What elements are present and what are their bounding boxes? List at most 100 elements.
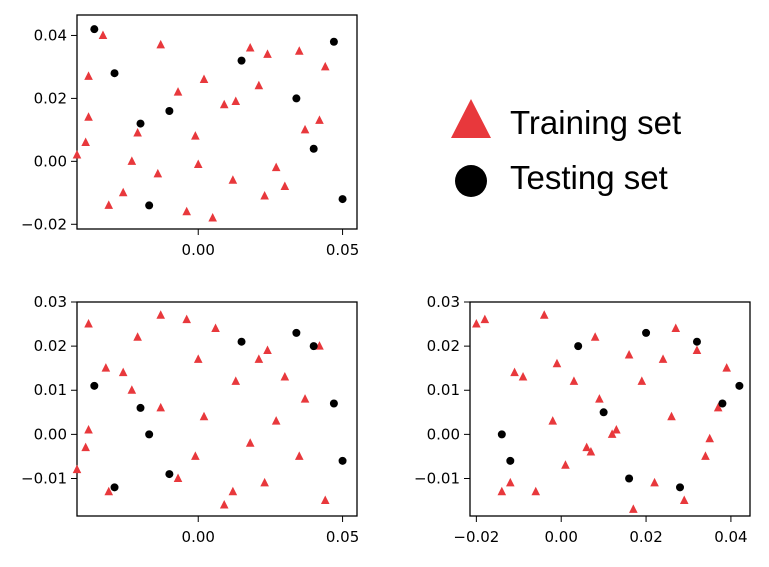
training-point (629, 504, 638, 513)
y-tick-label: 0.03 (427, 293, 460, 311)
training-point (713, 402, 723, 412)
training-point (193, 159, 203, 168)
training-point (320, 61, 330, 71)
training-point (637, 376, 647, 385)
training-point (199, 74, 209, 84)
y-tick-label: 0.02 (427, 337, 460, 355)
testing-point (165, 106, 174, 115)
training-point (667, 411, 676, 421)
training-point (595, 394, 604, 403)
training-point (315, 115, 324, 124)
training-point (182, 314, 191, 324)
training-point (211, 323, 220, 332)
training-point (612, 424, 621, 434)
training-point (472, 319, 481, 328)
testing-point (329, 37, 338, 46)
training-point (548, 416, 558, 425)
y-tick-label: −0.02 (21, 215, 67, 233)
training-point (84, 71, 93, 80)
training-point (231, 96, 241, 106)
y-tick-label: 0.00 (427, 425, 460, 443)
legend: Training set Testing set (451, 99, 681, 197)
training-point (320, 495, 330, 505)
testing-point (625, 474, 634, 483)
training-point (72, 150, 82, 159)
legend-triangle-marker (451, 99, 491, 138)
training-point (539, 310, 549, 319)
training-point (72, 464, 82, 474)
training-point (81, 442, 90, 452)
y-tick-label: 0.02 (34, 337, 67, 355)
testing-point (136, 119, 145, 128)
training-point (705, 433, 714, 443)
training-point (104, 486, 114, 496)
testing-point (735, 381, 744, 390)
training-point (156, 402, 166, 412)
y-tick-label: 0.04 (34, 26, 67, 44)
training-point (650, 477, 659, 487)
training-point (590, 332, 600, 341)
legend-circle-marker (455, 165, 487, 197)
training-point (156, 310, 166, 319)
testing-point (145, 201, 154, 210)
training-point (260, 477, 269, 487)
x-tick-label: 0.04 (714, 528, 747, 546)
x-tick-label: 0.00 (182, 241, 215, 259)
training-point (173, 87, 183, 96)
training-point (582, 442, 591, 452)
testing-point (145, 430, 154, 439)
training-point (84, 424, 93, 434)
training-point (300, 394, 310, 403)
testing-point (497, 430, 506, 439)
x-tick-label: −0.02 (453, 528, 499, 546)
testing-point (237, 337, 246, 346)
testing-point (642, 328, 651, 337)
training-point (228, 175, 238, 184)
training-point (118, 187, 128, 197)
training-point (219, 99, 229, 109)
testing-point (165, 470, 174, 479)
training-point (552, 358, 562, 368)
training-point (300, 124, 310, 134)
training-point (101, 363, 111, 372)
training-point (280, 181, 290, 191)
y-tick-label: 0.03 (34, 293, 67, 311)
training-point (531, 486, 541, 496)
training-point (254, 354, 264, 363)
testing-point (692, 337, 701, 346)
x-tick-label: 0.02 (629, 528, 662, 546)
training-point (271, 416, 281, 425)
training-point (199, 411, 209, 421)
training-point (480, 314, 490, 324)
training-point (260, 190, 269, 200)
testing-point (329, 399, 338, 408)
training-point (569, 376, 579, 385)
training-point (679, 495, 689, 505)
training-point (280, 372, 290, 381)
training-point (671, 323, 681, 332)
y-tick-label: 0.01 (427, 381, 460, 399)
training-point (219, 499, 229, 509)
testing-point (237, 56, 246, 65)
y-tick-label: 0.02 (34, 89, 67, 107)
scatter-panel-bottom-left: 0.00 0.05 −0.01 0.00 0.01 0.02 0.03 (21, 293, 359, 546)
testing-point (599, 408, 608, 417)
training-point (153, 168, 163, 178)
y-tick-label: 0.01 (34, 381, 67, 399)
training-point (156, 39, 166, 49)
training-point (84, 319, 93, 328)
x-tick-label: 0.00 (182, 528, 215, 546)
training-point (133, 332, 142, 341)
training-point (245, 43, 255, 52)
training-point (98, 30, 108, 39)
training-point (263, 49, 272, 58)
training-point (294, 46, 304, 55)
training-point (118, 367, 128, 377)
training-point (586, 447, 596, 456)
legend-label-testing: Testing set (510, 159, 668, 196)
x-tick-label: 0.05 (326, 528, 359, 546)
x-tick-label: 0.05 (326, 241, 359, 259)
training-point (191, 451, 200, 460)
testing-point (292, 94, 301, 103)
testing-point (90, 25, 99, 34)
